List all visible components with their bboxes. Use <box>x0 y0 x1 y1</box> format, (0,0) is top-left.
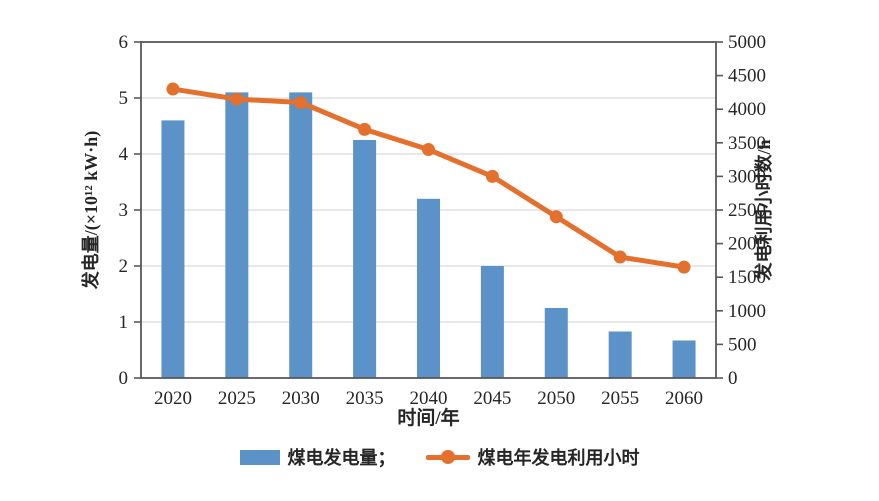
bar-2050 <box>544 308 568 378</box>
right-axis-tick-label: 2000 <box>728 234 766 255</box>
left-axis-tick-label: 6 <box>119 32 129 53</box>
bar-2035 <box>353 140 377 378</box>
x-axis-title: 时间/年 <box>397 406 459 429</box>
bar-2060 <box>672 340 696 378</box>
legend-item-bar-series: 煤电发电量； <box>239 444 396 470</box>
x-axis-tick-label: 2050 <box>537 388 575 409</box>
bar-2025 <box>225 92 249 379</box>
legend-line-label: 煤电年发电利用小时 <box>477 448 640 468</box>
x-axis-tick-label: 2055 <box>601 388 639 409</box>
right-axis-tick-label: 4500 <box>728 66 766 87</box>
left-axis-tick-label: 3 <box>119 200 129 221</box>
right-axis-tick-label: 3500 <box>728 133 766 154</box>
legend-line-swatch <box>425 450 470 464</box>
bar-2055 <box>608 331 632 378</box>
right-axis-tick-label: 1000 <box>728 301 766 322</box>
legend-bar-swatch <box>239 449 280 465</box>
line-marker-2025 <box>230 92 244 106</box>
right-axis-tick-label: 500 <box>728 334 757 355</box>
line-marker-2020 <box>166 82 180 96</box>
chart-canvas: 0 1 2 3 4 5 6 0 500 1000 1500 2000 2500 3000 3500 4000 4… <box>80 32 774 429</box>
legend-item-line-series: 煤电年发电利用小时 <box>425 444 640 470</box>
right-axis-tick-label: 1500 <box>728 267 766 288</box>
x-axis-tick-label: 2020 <box>154 388 192 409</box>
left-axis-tick-label: 4 <box>119 144 129 165</box>
left-axis-tick-label: 5 <box>119 88 129 109</box>
bar-2030 <box>289 92 313 379</box>
bar-2040 <box>417 198 440 378</box>
x-axis-tick-label: 2060 <box>665 388 703 409</box>
left-axis-tick-label: 1 <box>119 312 129 333</box>
left-axis-title: 发电量/(×10¹² kW·h) <box>80 131 102 291</box>
line-marker-2040 <box>422 143 435 157</box>
line-marker-2060 <box>677 260 691 274</box>
line-marker-2045 <box>485 169 499 183</box>
right-axis-tick-label: 2500 <box>728 200 766 221</box>
line-marker-2035 <box>358 122 372 136</box>
legend-bar-label: 煤电发电量； <box>287 448 396 468</box>
line-marker-2055 <box>613 250 627 264</box>
x-axis-tick-label: 2045 <box>473 388 511 409</box>
x-axis-tick-label: 2035 <box>346 388 384 409</box>
chart-legend: 煤电发电量； 煤电年发电利用小时 <box>0 444 879 470</box>
right-axis-title: 发电利用小时数/h <box>753 139 774 281</box>
x-axis-tick-label: 2025 <box>218 388 256 409</box>
x-axis-tick-label: 2040 <box>410 388 448 409</box>
line-marker-2030 <box>294 95 308 109</box>
bar-2020 <box>161 120 185 379</box>
line-marker-2050 <box>549 210 563 224</box>
left-axis-tick-label: 2 <box>119 256 129 277</box>
right-axis-tick-label: 0 <box>728 368 738 389</box>
right-axis-tick-label: 5000 <box>728 32 766 53</box>
x-axis-tick-label: 2030 <box>282 388 320 409</box>
left-axis-tick-label: 0 <box>119 368 129 389</box>
right-axis-tick-label: 3000 <box>728 166 766 187</box>
bar-2045 <box>480 266 504 378</box>
right-axis-tick-label: 4000 <box>728 99 766 120</box>
legend-line-marker-dot <box>440 450 455 464</box>
